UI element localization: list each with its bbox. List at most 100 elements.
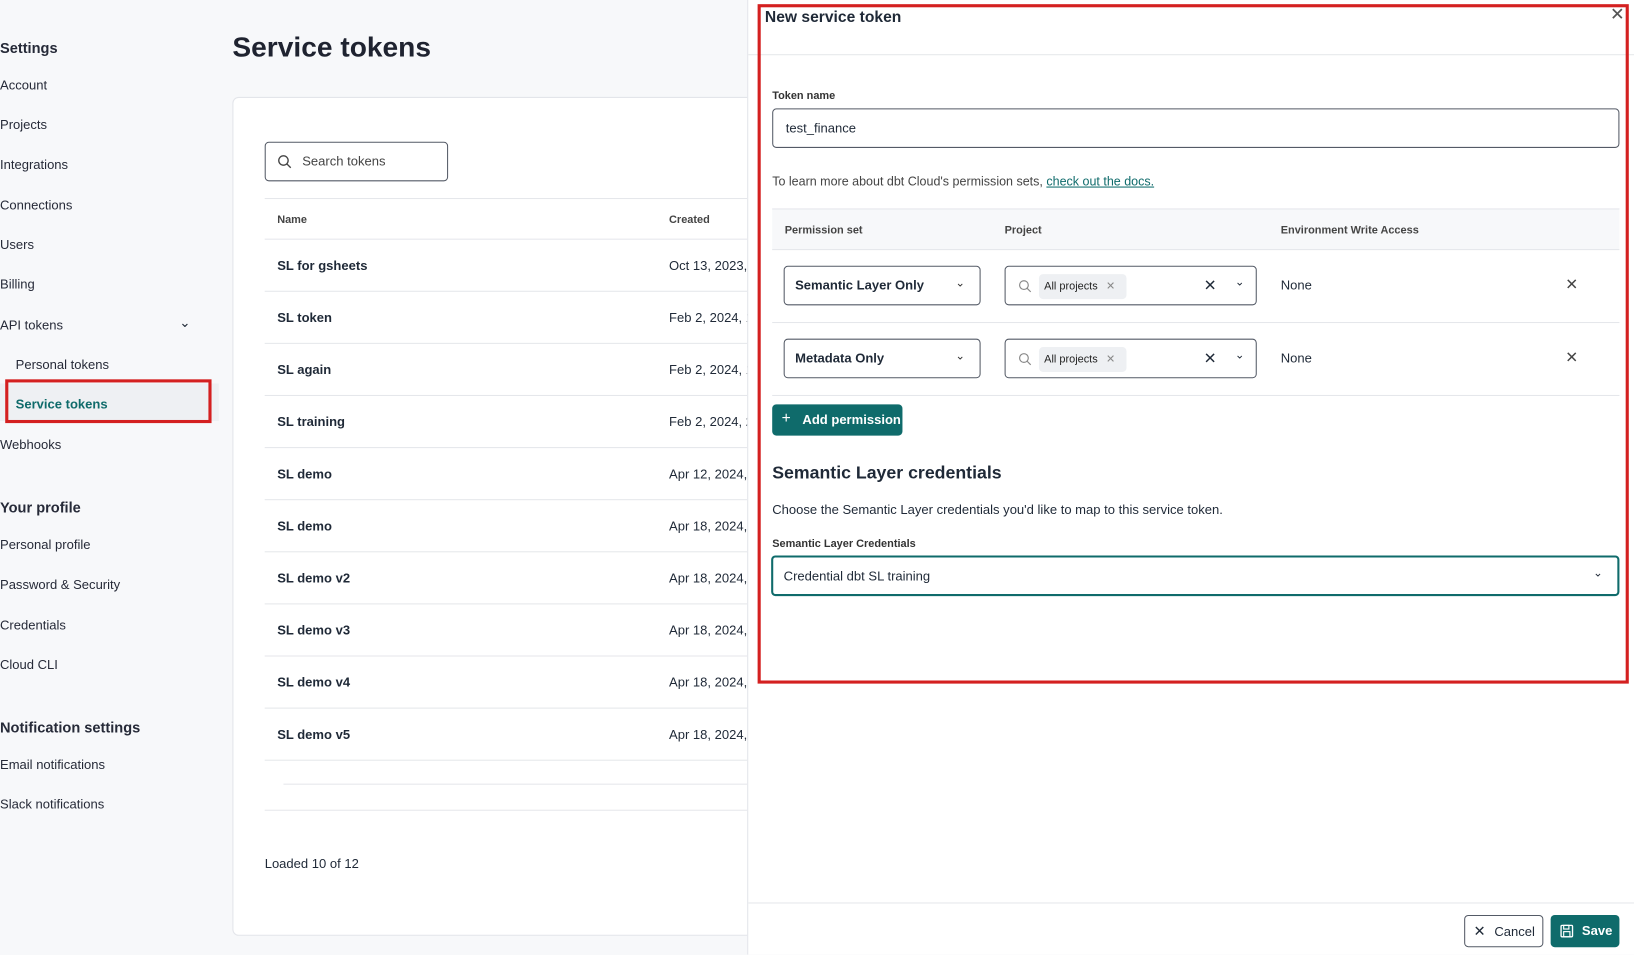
token-name: SL again — [277, 362, 332, 378]
save-button[interactable]: Save — [1550, 914, 1620, 948]
table-row[interactable]: SL demo v5 Apr 18, 2024, — [264, 709, 748, 761]
token-name-input[interactable]: test_finance — [772, 108, 1620, 148]
token-created: Apr 18, 2024, — [669, 571, 748, 586]
project-chip-label: All projects — [1044, 280, 1098, 293]
sidebar-item-service-tokens[interactable]: Service tokens — [15, 397, 108, 412]
remove-permission-icon[interactable]: ✕ — [1565, 276, 1579, 294]
token-name: SL for gsheets — [277, 258, 368, 274]
close-icon: ✕ — [1473, 922, 1486, 939]
remove-chip-icon[interactable]: ✕ — [1106, 280, 1116, 293]
table-row[interactable]: SL demo v3 Apr 18, 2024, — [264, 604, 748, 657]
chevron-down-icon: ⌄ — [955, 277, 965, 290]
search-input[interactable]: Search tokens — [264, 141, 449, 182]
sl-credentials-value: Credential dbt SL training — [783, 568, 931, 584]
column-env-write: Environment Write Access — [1280, 224, 1419, 237]
docs-link[interactable]: check out the docs. — [1046, 174, 1155, 189]
token-name: SL demo — [277, 466, 332, 482]
table-row[interactable]: SL demo v2 Apr 18, 2024, — [264, 552, 748, 605]
permissions-header: Permission set Project Environment Write… — [772, 208, 1620, 251]
column-created[interactable]: Created — [669, 213, 710, 227]
sl-credentials-select[interactable]: Credential dbt SL training ⌄ — [771, 555, 1620, 597]
sidebar-item-billing[interactable]: Billing — [0, 277, 35, 292]
divider — [283, 783, 748, 785]
close-icon[interactable]: ✕ — [1610, 4, 1625, 24]
column-name[interactable]: Name — [277, 213, 308, 227]
sidebar-item-cloud-cli[interactable]: Cloud CLI — [0, 657, 58, 673]
settings-heading: Settings — [0, 39, 58, 57]
project-select[interactable]: All projects ✕ ✕ ⌄ — [1004, 338, 1257, 379]
sidebar-item-email-notifications[interactable]: Email notifications — [0, 757, 105, 773]
sidebar-item-connections[interactable]: Connections — [0, 197, 73, 213]
search-icon — [278, 155, 292, 169]
notification-heading: Notification settings — [0, 719, 141, 736]
table-row[interactable]: SL token Feb 2, 2024, 1 — [264, 292, 753, 344]
active-item-bg — [0, 383, 219, 422]
token-name: SL demo v2 — [277, 571, 351, 586]
token-name: SL demo v4 — [277, 675, 351, 690]
sidebar-item-webhooks[interactable]: Webhooks — [0, 437, 62, 453]
tokens-card — [232, 96, 775, 936]
token-created: Apr 18, 2024, — [669, 727, 748, 742]
token-created: Apr 18, 2024, — [669, 623, 748, 638]
cancel-label: Cancel — [1494, 924, 1535, 939]
token-name: SL demo v3 — [277, 623, 351, 638]
chevron-down-icon[interactable]: ⌄ — [1234, 276, 1245, 289]
token-name: SL demo — [277, 518, 332, 534]
sidebar-item-integrations[interactable]: Integrations — [0, 157, 69, 172]
search-placeholder: Search tokens — [302, 154, 386, 169]
info-text-body: To learn more about dbt Cloud's permissi… — [772, 174, 1047, 189]
sidebar-item-personal-tokens[interactable]: Personal tokens — [15, 357, 110, 373]
token-name: SL token — [277, 310, 332, 326]
project-chip-label: All projects — [1044, 353, 1098, 366]
sidebar-item-projects[interactable]: Projects — [0, 117, 48, 133]
project-chip: All projects ✕ — [1038, 347, 1127, 373]
divider — [748, 54, 1634, 56]
new-token-panel — [747, 0, 1634, 955]
chevron-down-icon[interactable]: ⌄ — [1234, 349, 1245, 362]
sl-credentials-label: Semantic Layer Credentials — [772, 537, 916, 551]
table-row[interactable]: SL again Feb 2, 2024, 1 — [264, 344, 753, 396]
sidebar-item-users[interactable]: Users — [0, 237, 35, 253]
chevron-down-icon: ⌄ — [955, 350, 965, 363]
sidebar-item-api-tokens[interactable]: API tokens — [0, 317, 63, 333]
sidebar-item-password-security[interactable]: Password & Security — [0, 577, 121, 592]
env-write-access: None — [1280, 278, 1312, 293]
token-created: Apr 12, 2024, — [669, 466, 748, 482]
chevron-down-icon[interactable]: ⌄ — [179, 314, 191, 331]
token-name-value: test_finance — [785, 120, 857, 136]
plus-icon: + — [781, 409, 791, 428]
sl-description: Choose the Semantic Layer credentials yo… — [772, 502, 1223, 517]
save-icon — [1560, 924, 1574, 938]
sidebar-item-personal-profile[interactable]: Personal profile — [0, 537, 91, 553]
permission-set-select[interactable]: Metadata Only ⌄ — [783, 338, 981, 379]
sidebar-item-credentials[interactable]: Credentials — [0, 617, 66, 633]
highlight-box — [5, 379, 212, 424]
token-name: SL training — [277, 414, 346, 430]
sidebar-item-account[interactable]: Account — [0, 78, 48, 93]
clear-icon[interactable]: ✕ — [1203, 277, 1217, 295]
token-name-label: Token name — [772, 89, 836, 103]
table-row[interactable]: SL training Feb 2, 2024, 2 — [264, 396, 753, 449]
divider — [264, 809, 748, 811]
remove-permission-icon[interactable]: ✕ — [1565, 349, 1579, 367]
loaded-count: Loaded 10 of 12 — [264, 856, 359, 872]
column-project: Project — [1004, 224, 1042, 237]
token-created: Apr 18, 2024, — [669, 518, 748, 534]
profile-heading: Your profile — [0, 499, 81, 516]
sidebar-item-slack-notifications[interactable]: Slack notifications — [0, 797, 105, 812]
token-created: Feb 2, 2024, 1 — [669, 310, 754, 326]
token-created: Feb 2, 2024, 2 — [669, 414, 754, 430]
permission-set-value: Semantic Layer Only — [795, 278, 925, 293]
table-row[interactable]: SL for gsheets Oct 13, 2023, — [264, 240, 748, 292]
table-row[interactable]: SL demo Apr 18, 2024, — [264, 500, 748, 553]
table-row[interactable]: SL demo Apr 12, 2024, — [264, 448, 748, 501]
permission-set-select[interactable]: Semantic Layer Only ⌄ — [783, 265, 981, 306]
project-select[interactable]: All projects ✕ ✕ ⌄ — [1004, 265, 1257, 306]
token-created: Oct 13, 2023, — [669, 258, 748, 274]
cancel-button[interactable]: ✕ Cancel — [1464, 914, 1544, 948]
add-permission-button[interactable]: + Add permission — [772, 404, 903, 436]
table-row[interactable]: SL demo v4 Apr 18, 2024, — [264, 657, 747, 709]
env-write-access: None — [1280, 351, 1312, 366]
clear-icon[interactable]: ✕ — [1203, 350, 1217, 368]
remove-chip-icon[interactable]: ✕ — [1106, 353, 1116, 366]
